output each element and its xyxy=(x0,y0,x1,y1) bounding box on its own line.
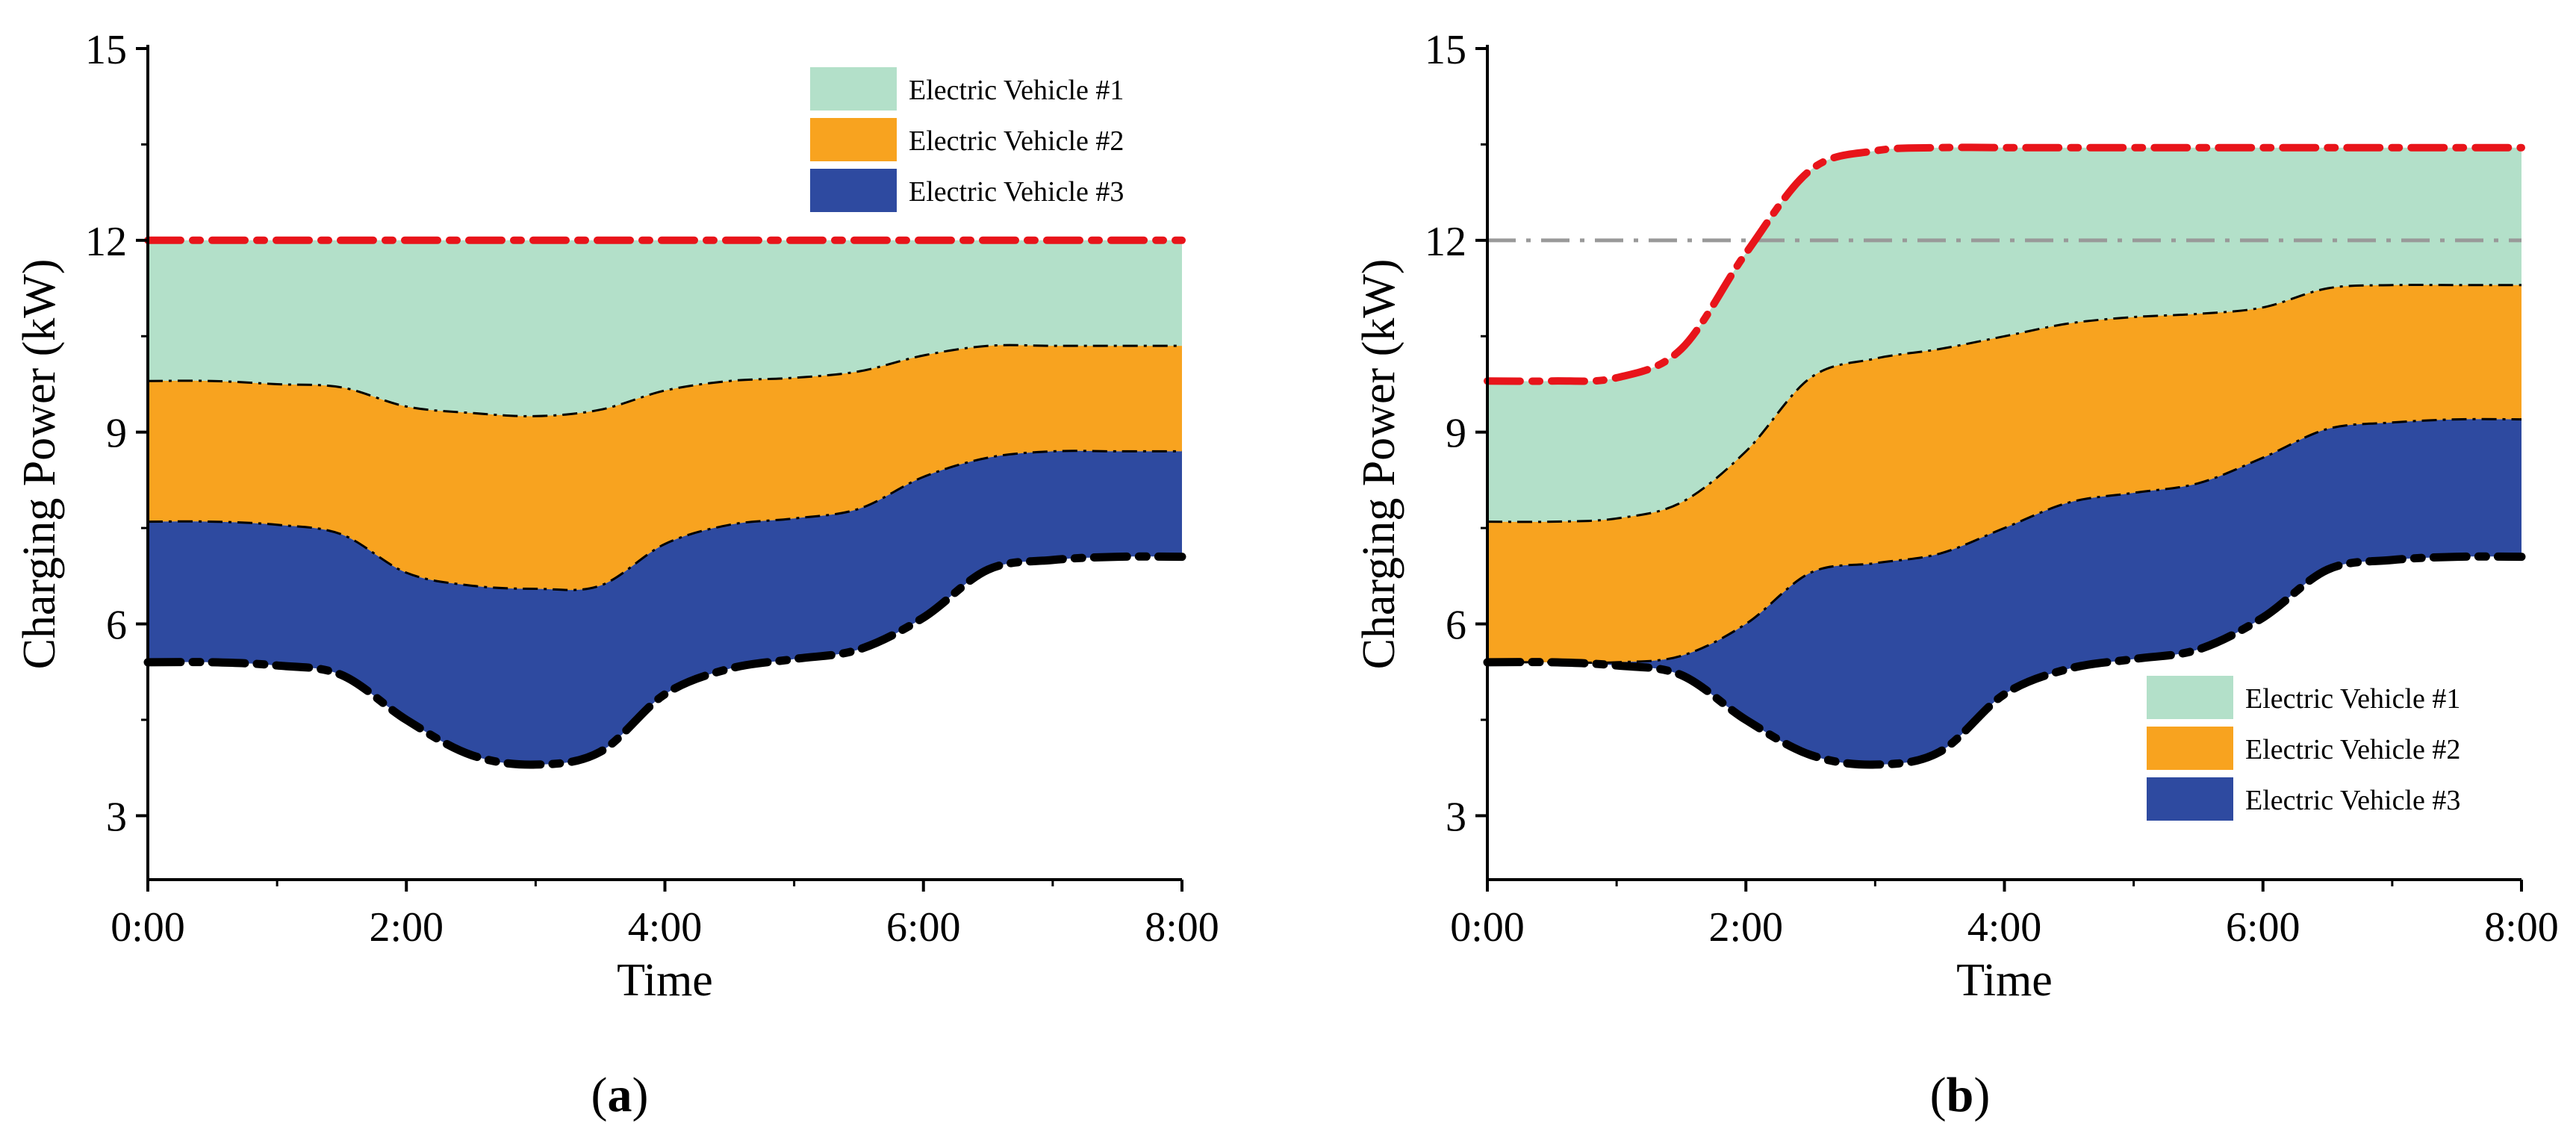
y-axis-title-a: Charging Power (kW) xyxy=(14,259,65,670)
panel-label-a: (a) xyxy=(591,1068,649,1122)
area-ev2-a xyxy=(148,345,1182,591)
legend-label-ev3-b: Electric Vehicle #3 xyxy=(2245,785,2460,816)
x-tick-label-a: 4:00 xyxy=(628,904,703,951)
y-tick-label-b: 9 xyxy=(1446,411,1466,457)
boundary-line-1-a xyxy=(147,343,1182,417)
y-tick-label-a: 3 xyxy=(106,794,127,840)
y-tick-label-a: 12 xyxy=(85,219,127,265)
chart-panel-b: 3 6 9 12 15 0:00 2:00 4:00 6:00 8:00 Time Charging … xyxy=(1354,27,2559,1122)
base-line-b xyxy=(1483,552,2526,769)
total-line-b xyxy=(1484,143,2525,385)
y-tick-label-b: 15 xyxy=(1425,27,1466,73)
x-tick-label-a: 8:00 xyxy=(1145,904,1219,951)
chart-panel-a: 3 6 9 12 15 0:00 2:00 4:00 6:00 8:00 Time Charging … xyxy=(14,27,1219,1122)
x-tick-label-b: 4:00 xyxy=(1967,904,2042,951)
legend-b: Electric Vehicle #1 Electric Vehicle #2 El… xyxy=(2147,676,2460,821)
legend-label-ev1-b: Electric Vehicle #1 xyxy=(2245,683,2460,715)
y-tick-label-b: 12 xyxy=(1425,219,1466,265)
y-tick-label-a: 15 xyxy=(85,27,127,73)
area-ev1-a xyxy=(148,240,1182,417)
legend-swatch-ev3-a xyxy=(810,169,897,212)
legend-label-ev1-a: Electric Vehicle #1 xyxy=(909,75,1124,106)
area-ev2-b xyxy=(1487,285,2521,663)
y-tick-label-a: 6 xyxy=(106,603,127,649)
y-axis-title-b: Charging Power (kW) xyxy=(1354,259,1404,670)
x-tick-label-a: 6:00 xyxy=(886,904,961,951)
boundary-line-2-b xyxy=(1487,417,2522,665)
legend-swatch-ev1-a xyxy=(810,67,897,111)
x-tick-label-a: 2:00 xyxy=(369,904,444,951)
legend-swatch-ev1-b xyxy=(2147,676,2233,719)
boundary-line-2-a xyxy=(147,450,1182,591)
legend-label-ev3-a: Electric Vehicle #3 xyxy=(909,176,1124,208)
x-tick-label-b: 2:00 xyxy=(1708,904,1783,951)
base-line-a xyxy=(143,552,1186,769)
x-axis-title-a: Time xyxy=(617,955,713,1006)
legend-swatch-ev3-b xyxy=(2147,777,2233,821)
boundary-line-1-b xyxy=(1487,283,2521,523)
x-tick-label-b: 6:00 xyxy=(2226,904,2300,951)
panel-label-b: (b) xyxy=(1930,1068,1991,1122)
x-tick-label-b: 8:00 xyxy=(2484,904,2559,951)
legend-swatch-ev2-a xyxy=(810,118,897,161)
legend-a: Electric Vehicle #1 Electric Vehicle #2 El… xyxy=(810,67,1124,212)
y-tick-label-b: 6 xyxy=(1446,603,1466,649)
x-axis-title-b: Time xyxy=(1956,955,2053,1006)
area-series-group-a xyxy=(148,240,1182,765)
area-ev3-a xyxy=(148,450,1182,765)
y-tick-label-a: 9 xyxy=(106,411,127,457)
area-ev3-b xyxy=(1487,419,2521,765)
legend-swatch-ev2-b xyxy=(2147,727,2233,770)
x-tick-label-b: 0:00 xyxy=(1450,904,1525,951)
x-tick-label-a: 0:00 xyxy=(111,904,185,951)
legend-label-ev2-b: Electric Vehicle #2 xyxy=(2245,734,2460,765)
legend-label-ev2-a: Electric Vehicle #2 xyxy=(909,125,1124,157)
y-tick-label-b: 3 xyxy=(1446,794,1466,840)
